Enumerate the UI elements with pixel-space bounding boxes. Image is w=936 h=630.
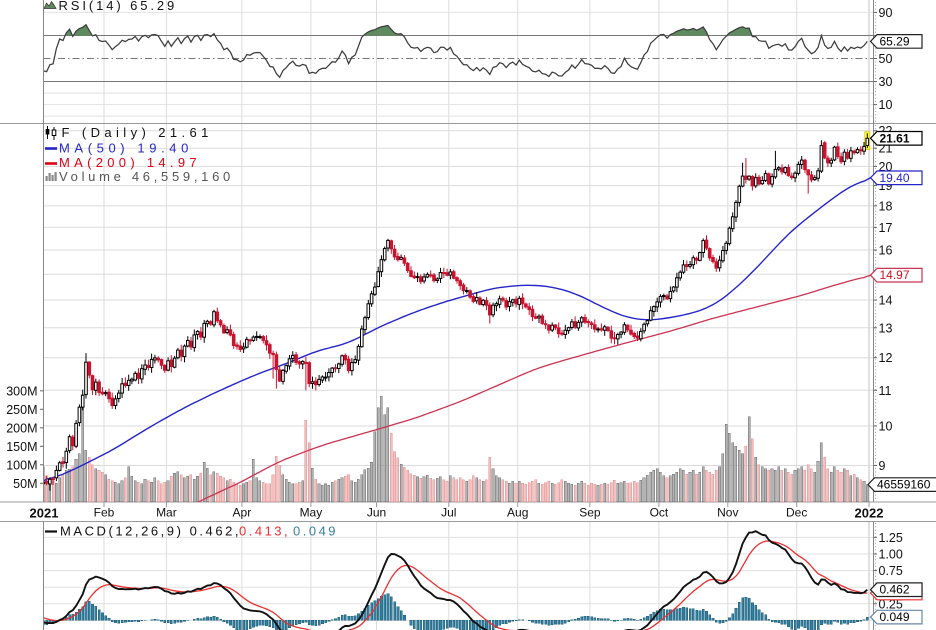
svg-text:0.049: 0.049 <box>293 524 338 539</box>
svg-text:9: 9 <box>879 459 886 473</box>
svg-text:50M: 50M <box>13 477 37 491</box>
svg-text:10: 10 <box>879 420 893 434</box>
svg-text:0.75: 0.75 <box>879 564 903 578</box>
svg-text:MA(50) 19.40: MA(50) 19.40 <box>59 141 193 156</box>
svg-text:Jun: Jun <box>367 506 386 520</box>
svg-text:90: 90 <box>879 6 893 20</box>
svg-text:19.40: 19.40 <box>880 171 910 185</box>
svg-text:17: 17 <box>879 221 893 235</box>
svg-text:0.049: 0.049 <box>880 610 910 624</box>
svg-text:MA(200) 14.97: MA(200) 14.97 <box>59 155 201 170</box>
svg-text:Sep: Sep <box>579 506 601 520</box>
svg-text:0.413,: 0.413, <box>239 524 290 539</box>
svg-text:1.25: 1.25 <box>879 531 903 545</box>
svg-text:May: May <box>300 506 323 520</box>
svg-text:13: 13 <box>879 321 893 335</box>
svg-text:0.462: 0.462 <box>880 583 910 597</box>
svg-text:0.25: 0.25 <box>879 597 903 611</box>
svg-text:Oct: Oct <box>650 506 669 520</box>
svg-text:65.29: 65.29 <box>880 34 910 48</box>
svg-text:Feb: Feb <box>94 506 115 520</box>
svg-text:14: 14 <box>879 294 893 308</box>
svg-text:RSI(14) 65.29: RSI(14) 65.29 <box>59 0 178 13</box>
svg-text:300M: 300M <box>6 384 37 398</box>
svg-text:1.00: 1.00 <box>879 548 903 562</box>
svg-text:Mar: Mar <box>156 506 177 520</box>
svg-text:Apr: Apr <box>233 506 252 520</box>
svg-text:46559160: 46559160 <box>877 478 931 492</box>
svg-text:21.61: 21.61 <box>880 131 910 145</box>
svg-text:10: 10 <box>879 98 893 112</box>
svg-text:200M: 200M <box>6 421 37 435</box>
svg-text:50: 50 <box>879 52 893 66</box>
svg-text:30: 30 <box>879 75 893 89</box>
svg-text:Volume 46,559,160: Volume 46,559,160 <box>59 169 234 184</box>
svg-text:2022: 2022 <box>855 506 884 521</box>
svg-text:Aug: Aug <box>507 506 528 520</box>
svg-text:150M: 150M <box>6 440 37 454</box>
svg-text:Nov: Nov <box>717 506 738 520</box>
svg-text:16: 16 <box>879 244 893 258</box>
svg-text:Dec: Dec <box>786 506 807 520</box>
svg-text:Jul: Jul <box>441 506 456 520</box>
svg-text:12: 12 <box>879 351 893 365</box>
svg-text:14.97: 14.97 <box>880 268 910 282</box>
svg-text:F (Daily) 21.61: F (Daily) 21.61 <box>62 125 213 140</box>
svg-text:11: 11 <box>879 384 892 398</box>
svg-text:2021: 2021 <box>30 506 59 521</box>
svg-text:18: 18 <box>879 199 893 213</box>
svg-text:250M: 250M <box>6 403 37 417</box>
svg-text:MACD(12,26,9) 0.462,: MACD(12,26,9) 0.462, <box>60 524 241 539</box>
svg-text:100M: 100M <box>6 458 37 472</box>
